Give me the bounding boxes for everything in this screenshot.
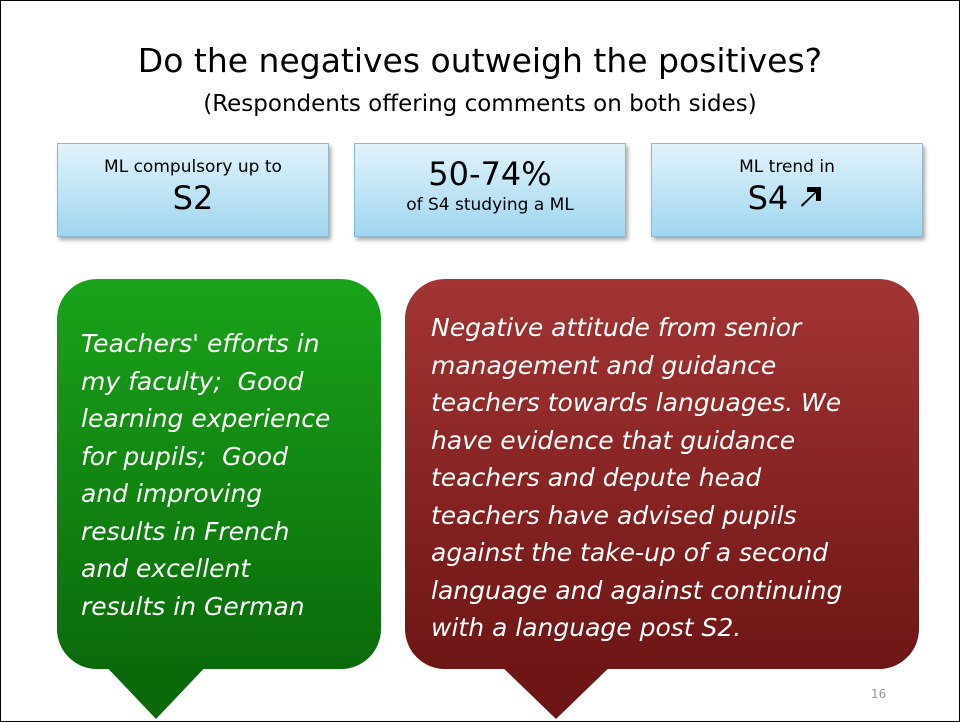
text-line: Teachers' efforts in — [81, 329, 320, 358]
stat-label: ML trend in — [739, 157, 835, 177]
up-arrow-icon — [801, 187, 822, 207]
text-line: teachers towards languages. We — [431, 388, 842, 417]
text-line: my faculty; Good — [81, 366, 304, 396]
text-line: and excellent — [81, 554, 251, 583]
text-line: Negative attitude from senior — [431, 313, 802, 342]
positive-bubble: Teachers' efforts in my faculty; Good lear… — [57, 279, 381, 669]
text-line: against the take-up of a second — [431, 538, 829, 567]
stat-value: S2 — [172, 179, 214, 217]
subtitle: (Respondents offering comments on both s… — [203, 91, 757, 117]
stat-label: of S4 studying a ML — [406, 195, 574, 215]
text-line: teachers have advised pupils — [431, 500, 797, 530]
stat-box: ML trend in S4 — [651, 143, 923, 237]
stat-value-row: S4 — [652, 178, 922, 218]
title: Do the negatives outweigh the positives? — [137, 41, 823, 80]
stat-value: S4 — [747, 179, 789, 217]
text-line: management and guidance — [431, 350, 777, 380]
text-line: and improving — [81, 479, 263, 508]
tail — [496, 661, 616, 719]
stat-value: 50-74% — [428, 155, 552, 193]
tail — [101, 661, 211, 719]
text-line: have evidence that guidance — [431, 425, 796, 455]
stat-box: 50-74% of S4 studying a ML — [354, 143, 626, 237]
text-line: teachers and depute head — [431, 463, 762, 492]
negative-bubble: Negative attitude from senior management … — [405, 279, 919, 669]
text-line: results in French — [81, 516, 290, 546]
stat-label: ML compulsory up to — [104, 157, 282, 177]
text-line: for pupils; Good — [81, 441, 288, 471]
text-line: language and against continuing — [431, 575, 843, 605]
text-line: results in German — [81, 591, 305, 621]
stat-box: ML compulsory up to S2 — [57, 143, 329, 237]
text-line: learning experience — [81, 404, 331, 433]
page-number: 16 — [871, 687, 887, 701]
text-line: with a language post S2. — [431, 613, 742, 642]
